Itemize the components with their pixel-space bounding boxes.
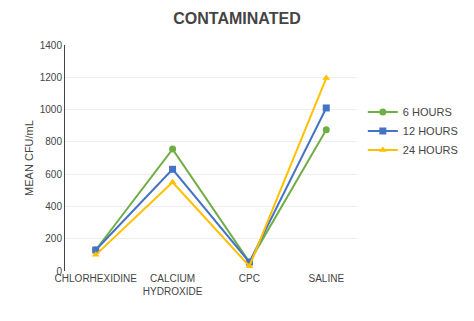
svg-text:CALCIUMHYDROXIDE: CALCIUMHYDROXIDE [143,273,203,297]
svg-text:CHLORHEXIDINE: CHLORHEXIDINE [55,273,138,284]
svg-text:6 HOURS: 6 HOURS [403,106,452,118]
svg-text:1000: 1000 [40,104,63,115]
svg-text:200: 200 [45,233,62,244]
svg-text:SALINE: SALINE [308,273,344,284]
svg-text:400: 400 [45,201,62,212]
svg-text:1200: 1200 [40,72,63,83]
svg-text:24 HOURS: 24 HOURS [403,144,458,156]
svg-text:CPC: CPC [239,273,260,284]
svg-text:MEAN CFU/mL: MEAN CFU/mL [23,120,35,196]
svg-text:CONTAMINATED: CONTAMINATED [173,10,300,27]
svg-text:800: 800 [45,136,62,147]
svg-text:600: 600 [45,169,62,180]
svg-text:1400: 1400 [40,40,63,51]
svg-text:12 HOURS: 12 HOURS [403,125,458,137]
svg-text:0: 0 [56,266,62,277]
